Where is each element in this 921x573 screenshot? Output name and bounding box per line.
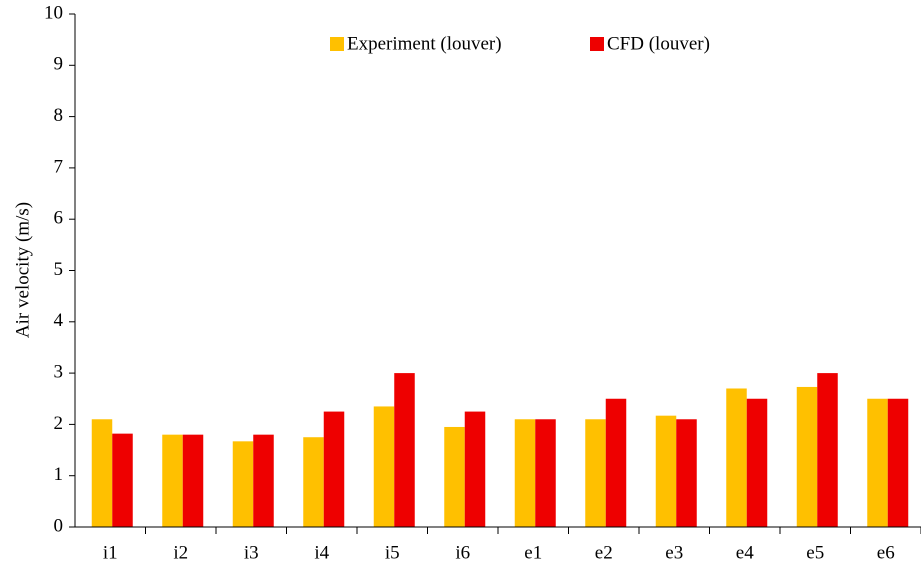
bar <box>535 419 556 527</box>
x-tick-label: i4 <box>314 542 329 563</box>
legend-label: CFD (louver) <box>607 33 710 54</box>
y-tick-label: 7 <box>54 156 64 177</box>
x-tick-label: e5 <box>806 542 824 563</box>
legend-swatch <box>330 37 344 51</box>
legend-label: Experiment (louver) <box>347 33 502 54</box>
y-tick-label: 3 <box>54 361 64 382</box>
bar <box>726 388 747 527</box>
legend-swatch <box>590 37 604 51</box>
x-tick-label: e4 <box>736 542 754 563</box>
x-tick-label: e6 <box>877 542 895 563</box>
x-tick-label: i1 <box>103 542 118 563</box>
x-tick-label: e3 <box>665 542 683 563</box>
y-tick-label: 0 <box>54 515 64 536</box>
bar <box>112 433 133 527</box>
bar <box>323 411 345 527</box>
bar <box>182 434 204 527</box>
bar <box>303 437 324 527</box>
bar <box>444 426 465 527</box>
bar <box>867 398 888 527</box>
bar <box>817 373 838 527</box>
x-tick-label: i5 <box>385 542 400 563</box>
y-tick-label: 10 <box>44 2 63 23</box>
y-tick-label: 1 <box>54 464 64 485</box>
x-tick-label: e1 <box>524 542 542 563</box>
bar <box>655 415 677 527</box>
y-axis-label: Air velocity (m/s) <box>12 202 33 338</box>
bar <box>464 411 486 527</box>
y-tick-label: 8 <box>54 105 64 126</box>
x-tick-label: e2 <box>595 542 613 563</box>
y-tick-label: 4 <box>54 310 64 331</box>
bar <box>162 434 183 527</box>
y-tick-label: 6 <box>54 208 64 229</box>
bar <box>796 386 818 527</box>
bar <box>746 398 768 527</box>
y-tick-label: 9 <box>54 54 64 75</box>
bar <box>253 434 274 527</box>
bar <box>232 441 254 527</box>
bar <box>605 398 627 527</box>
bar <box>514 419 536 527</box>
bar <box>676 419 697 527</box>
y-tick-label: 5 <box>54 259 64 280</box>
y-tick-label: 2 <box>54 413 64 434</box>
bar <box>373 406 395 527</box>
x-tick-label: i3 <box>244 542 259 563</box>
bar <box>91 419 113 527</box>
x-tick-label: i2 <box>173 542 188 563</box>
bar <box>585 419 606 527</box>
x-tick-label: i6 <box>455 542 470 563</box>
bar <box>394 373 415 527</box>
bar <box>887 398 909 527</box>
